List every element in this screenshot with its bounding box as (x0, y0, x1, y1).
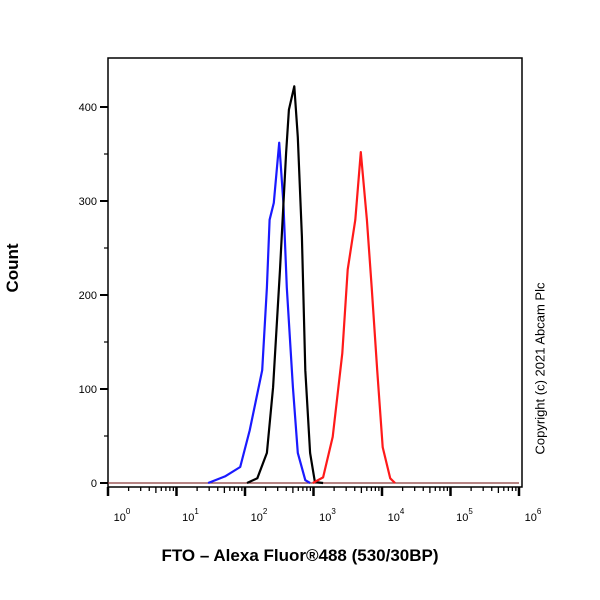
y-tick-label: 100 (79, 384, 97, 396)
histogram-series-1 (246, 85, 324, 485)
y-tick-label: 0 (91, 478, 97, 490)
histogram-series-2 (312, 151, 396, 484)
x-tick-label: 100 (114, 507, 131, 524)
x-tick-label: 104 (388, 507, 405, 524)
x-tick-label: 103 (319, 507, 336, 524)
x-tick-label: 106 (525, 507, 542, 524)
copyright-annotation: Copyright (c) 2021 Abcam Plc (532, 282, 548, 455)
histogram-series-0 (207, 141, 311, 485)
y-tick-label: 400 (79, 102, 97, 114)
y-tick-label: 300 (79, 196, 97, 208)
x-tick-label: 101 (182, 507, 199, 524)
x-tick-label: 105 (456, 507, 473, 524)
x-axis-label: FTO – Alexa Fluor®488 (530/30BP) (161, 546, 439, 565)
y-axis-label: Count (3, 243, 22, 293)
plot-frame (107, 57, 523, 488)
x-tick-label: 102 (251, 507, 268, 524)
y-tick-label: 200 (79, 290, 97, 302)
